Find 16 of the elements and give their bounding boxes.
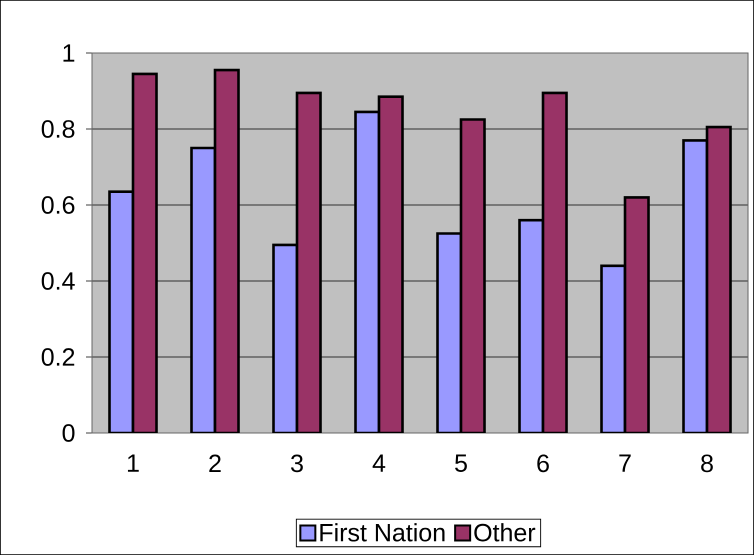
y-tick-label: 0.2	[42, 348, 74, 366]
x-tick-label: 1	[128, 454, 139, 472]
x-tick-label: 3	[291, 454, 303, 472]
legend-label: First Nation	[320, 523, 444, 542]
x-tick-label: 5	[455, 454, 467, 472]
y-tick-label: 0	[62, 424, 74, 442]
y-tick-label: 0.6	[42, 196, 74, 214]
y-tick-label: 0.4	[42, 272, 75, 290]
y-tick-label: 1	[63, 44, 74, 62]
x-tick-label: 6	[537, 454, 549, 472]
legend-label: Other	[474, 523, 536, 542]
x-tick-label: 8	[701, 454, 713, 472]
x-tick-label: 4	[372, 454, 386, 472]
y-tick-label: 0.8	[42, 120, 74, 138]
x-tick-label: 2	[209, 454, 221, 472]
x-tick-label: 7	[619, 454, 631, 472]
